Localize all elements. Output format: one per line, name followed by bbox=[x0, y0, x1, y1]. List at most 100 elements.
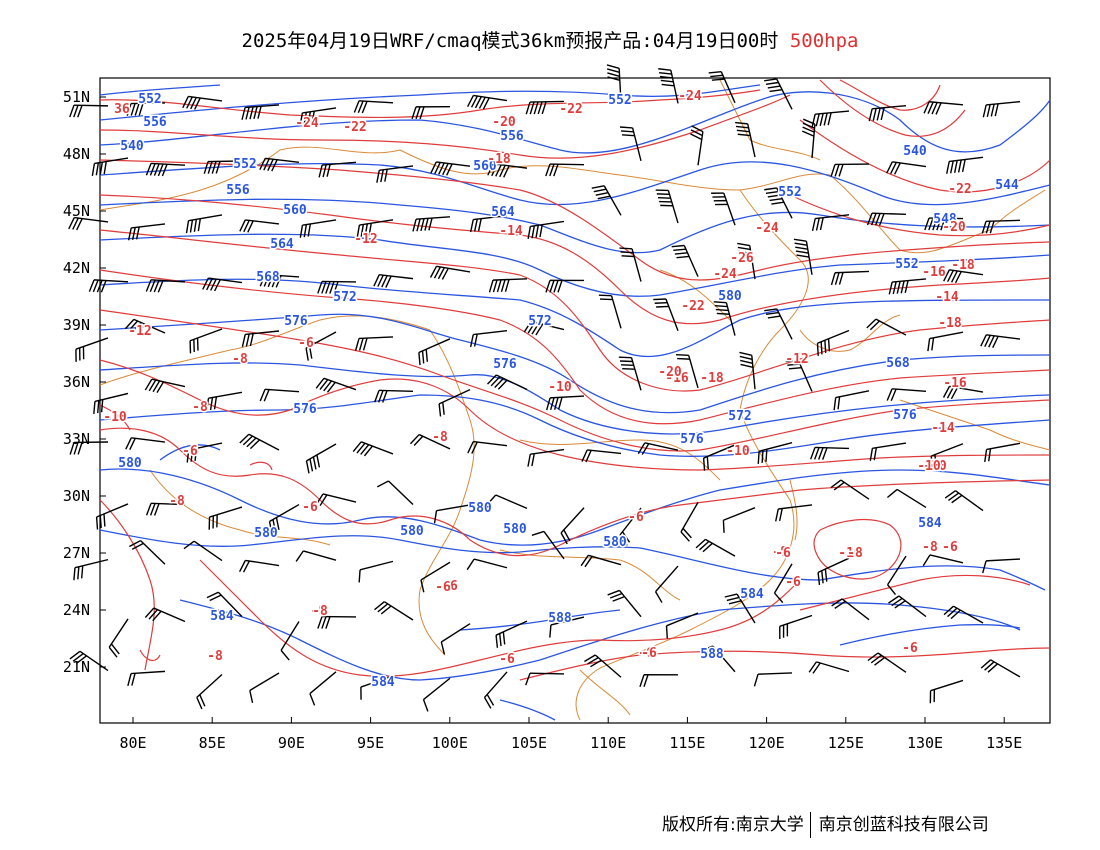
temperature-contour-label: -10 bbox=[917, 459, 941, 474]
temperature-contour-line bbox=[839, 79, 941, 111]
wind-barb bbox=[735, 121, 756, 158]
wind-barb bbox=[145, 162, 186, 177]
wind-barb bbox=[531, 530, 565, 560]
wind-barb bbox=[868, 104, 907, 122]
wind-barb bbox=[376, 165, 414, 183]
wind-barb bbox=[317, 615, 357, 629]
wind-barb bbox=[833, 390, 870, 411]
height-contour-label: 540 bbox=[120, 139, 144, 154]
temperature-contour-label: -8 bbox=[312, 604, 328, 619]
longitude-label: 115E bbox=[669, 734, 705, 752]
longitude-label: 90E bbox=[278, 734, 305, 752]
height-contour-label: 588 bbox=[548, 611, 572, 626]
border-line bbox=[799, 314, 901, 352]
wind-barb bbox=[598, 294, 622, 329]
temperature-contour-line bbox=[99, 89, 761, 119]
temperature-contour-label: -20 bbox=[658, 365, 682, 380]
copyright-right: 南京创蓝科技有限公司 bbox=[818, 815, 989, 835]
wind-barb bbox=[830, 270, 870, 286]
height-contour-label: 576 bbox=[284, 314, 308, 329]
longitude-label: 120E bbox=[749, 734, 785, 752]
temperature-contour-label: -10 bbox=[923, 459, 947, 474]
wind-barb bbox=[888, 595, 927, 618]
wind-barb bbox=[619, 507, 642, 546]
wind-barb bbox=[658, 68, 679, 104]
wind-barb bbox=[886, 555, 907, 596]
longitude-label: 130E bbox=[907, 734, 943, 752]
wind-barb bbox=[356, 219, 394, 238]
temperature-contour-line bbox=[779, 189, 1051, 237]
wind-barb bbox=[619, 126, 642, 162]
wind-barb bbox=[68, 216, 109, 231]
temperature-contour-label: -6 bbox=[785, 575, 801, 590]
wind-barb bbox=[145, 279, 186, 293]
wind-barb bbox=[315, 377, 357, 393]
height-contour-line bbox=[159, 444, 221, 461]
wind-barb bbox=[127, 223, 166, 241]
border-line bbox=[519, 439, 721, 481]
wind-barb bbox=[238, 559, 280, 573]
temperature-contour-line bbox=[99, 159, 1051, 281]
temperature-contour-line bbox=[199, 559, 801, 677]
temperature-contour-line bbox=[99, 194, 1051, 325]
height-contour-label: 580 bbox=[400, 524, 424, 539]
height-contour-label: 580 bbox=[468, 501, 492, 516]
wind-barb bbox=[830, 163, 870, 177]
temperature-contour-label: -16 bbox=[665, 371, 689, 386]
wind-barb bbox=[775, 504, 813, 522]
temperature-contour-label: -6 bbox=[638, 646, 654, 661]
wind-barb bbox=[929, 679, 964, 704]
temperature-contour-label: -12 bbox=[785, 352, 808, 367]
wind-barb bbox=[438, 388, 471, 417]
temperature-contour-label: -8 bbox=[432, 430, 448, 445]
temperature-contours bbox=[99, 79, 1051, 681]
wind-barb bbox=[886, 161, 927, 175]
wind-barb bbox=[353, 100, 394, 114]
wind-barb bbox=[637, 442, 679, 455]
wind-barb bbox=[886, 488, 927, 509]
height-contour-label: 580 bbox=[118, 456, 142, 471]
wind-barb bbox=[126, 102, 166, 116]
wind-barb bbox=[779, 614, 813, 639]
height-contour-label: 556 bbox=[500, 129, 524, 144]
height-contour-label: 572 bbox=[333, 291, 356, 306]
wind-barb bbox=[317, 280, 357, 294]
temperature-contour-label: -6 bbox=[641, 646, 657, 661]
height-contour-line bbox=[99, 84, 221, 96]
temperature-contour-line bbox=[813, 519, 902, 580]
wind-barb bbox=[708, 70, 736, 104]
wind-barb bbox=[125, 437, 166, 451]
wind-barb bbox=[185, 214, 223, 234]
wind-barb bbox=[653, 298, 679, 332]
height-contour-label: 576 bbox=[680, 432, 704, 447]
wind-barb bbox=[982, 558, 1021, 574]
temp-label-layer: 36-24 -22 -20-22-24-18-12-14-12-10-8-10-8-… bbox=[102, 88, 977, 669]
latitude-label: 48N bbox=[63, 145, 90, 163]
temperature-contour-label: -6 bbox=[902, 641, 918, 656]
wind-barb bbox=[713, 301, 736, 336]
title-text: 2025年04月19日WRF/cmaq模式36km预报产品:04月19日00时 bbox=[241, 30, 779, 52]
wind-barb bbox=[299, 219, 337, 238]
wind-barb bbox=[144, 378, 186, 394]
wind-barb bbox=[73, 558, 109, 581]
longitude-label: 85E bbox=[199, 734, 226, 752]
wind-barb bbox=[546, 395, 585, 411]
temperature-contour-label: -20 bbox=[942, 220, 966, 235]
wind-barb bbox=[618, 356, 642, 391]
wind-barb bbox=[737, 242, 756, 280]
height-contour-label: 552 bbox=[778, 185, 801, 200]
height-contour-label: 584 bbox=[918, 516, 942, 531]
wind-barb bbox=[315, 493, 357, 506]
temperature-contour-line bbox=[99, 269, 1051, 425]
temperature-contour-label: -8 bbox=[232, 352, 248, 367]
temperature-contour-label: -6 bbox=[628, 510, 644, 525]
height-contour-label: 572 bbox=[728, 409, 751, 424]
wind-barb bbox=[409, 433, 451, 450]
temperature-contour-label: -6 bbox=[302, 500, 318, 515]
wind-barb bbox=[545, 279, 585, 293]
wind-barb bbox=[930, 443, 964, 469]
height-contour-label: 544 bbox=[995, 178, 1019, 193]
wind-barb bbox=[922, 554, 964, 567]
height-contour-label: 556 bbox=[226, 183, 250, 198]
wind-barb bbox=[523, 320, 565, 336]
